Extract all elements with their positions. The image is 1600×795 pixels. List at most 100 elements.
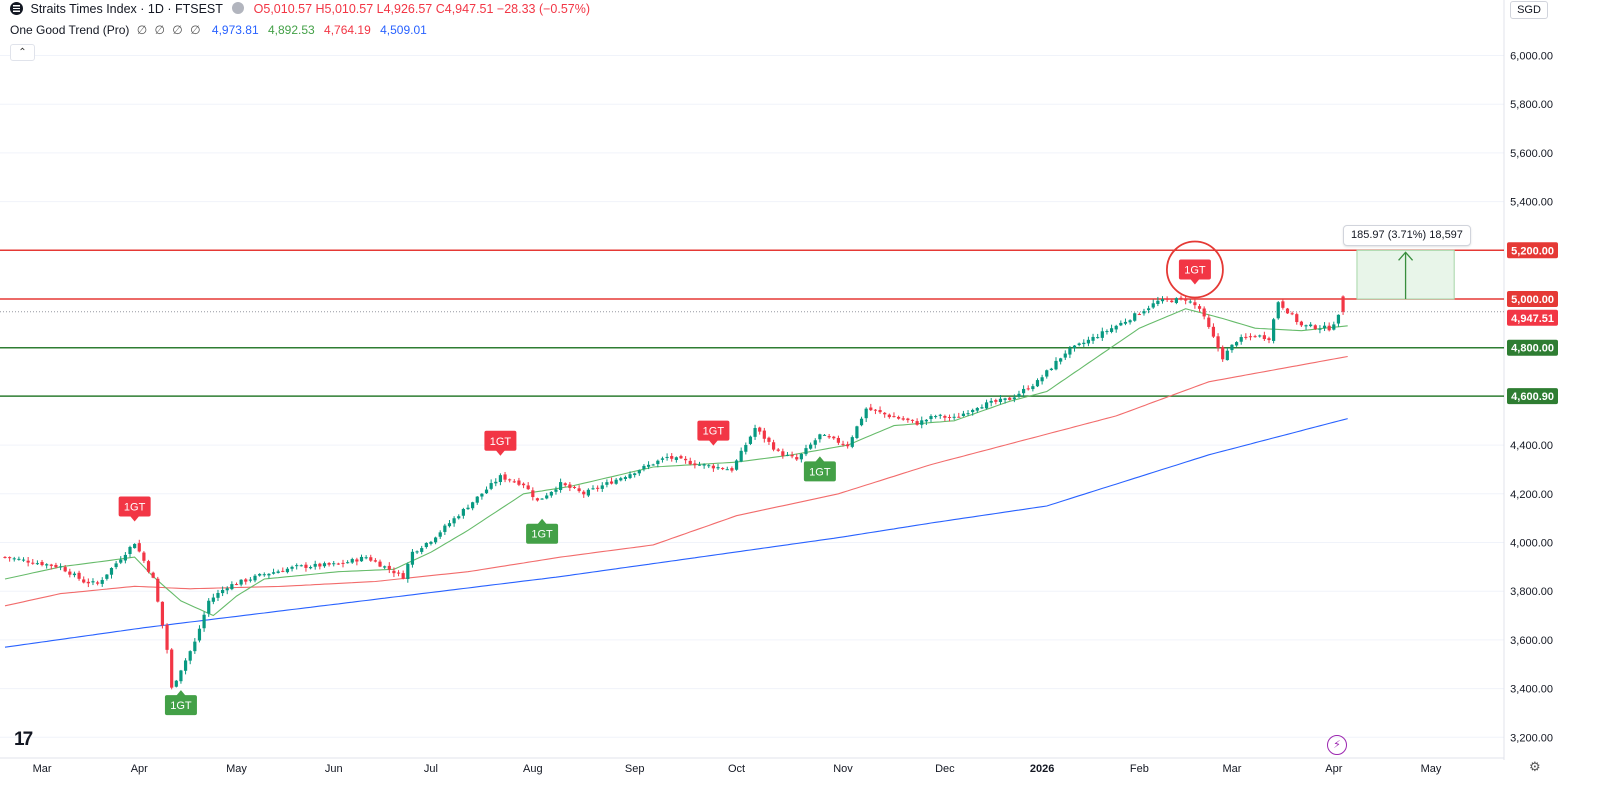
arrow-head-icon	[1398, 251, 1414, 261]
indicator-name[interactable]: One Good Trend (Pro)	[10, 23, 130, 37]
signal-pointer-icon	[1189, 278, 1200, 285]
candle	[202, 614, 206, 629]
signal-box	[484, 430, 517, 451]
ma-slow-line	[4, 418, 1348, 648]
level-price-label: 5,200.00	[1511, 245, 1554, 257]
candle	[1216, 336, 1220, 348]
candle	[322, 563, 327, 567]
price-tick-label: 5,600.00	[1510, 148, 1553, 160]
currency-selector[interactable]: SGD	[1510, 1, 1548, 19]
candle	[846, 444, 850, 447]
time-tick-label: Nov	[833, 763, 853, 775]
candle	[744, 444, 748, 452]
candle	[1114, 325, 1118, 330]
candle	[1309, 324, 1313, 327]
candle	[179, 670, 183, 682]
candles	[3, 295, 1345, 690]
candle	[498, 475, 503, 483]
candle	[730, 468, 734, 471]
candle	[406, 563, 410, 580]
candle	[429, 541, 433, 544]
candle	[859, 418, 864, 426]
candle	[753, 428, 757, 437]
candle	[600, 485, 604, 489]
indicator-value-3: 4,764.19	[324, 23, 371, 37]
candle	[1128, 320, 1132, 323]
price-tick-label: 5,400.00	[1510, 197, 1553, 209]
candle	[767, 437, 771, 442]
candle	[336, 563, 340, 565]
candle	[8, 557, 12, 559]
price-tick-label: 3,800.00	[1510, 586, 1553, 598]
candle	[271, 572, 276, 574]
level-price-tag	[1507, 388, 1558, 405]
candle	[998, 398, 1003, 402]
symbol-icon[interactable]	[10, 2, 23, 15]
candle	[642, 465, 646, 470]
candle	[1221, 347, 1225, 360]
time-tick-label: Sep	[625, 763, 645, 775]
candle	[924, 419, 928, 422]
candle	[559, 482, 563, 491]
tradingview-logo-icon[interactable]: 17	[14, 729, 33, 750]
candle	[1179, 297, 1183, 299]
candle	[739, 450, 743, 462]
candle	[521, 483, 526, 486]
signal-label: 1GT	[703, 426, 725, 438]
candle	[971, 409, 975, 413]
candle	[68, 571, 72, 575]
candle	[396, 572, 401, 574]
candle	[943, 415, 947, 418]
candle	[281, 570, 285, 572]
candle	[938, 414, 942, 416]
candle	[82, 579, 86, 583]
chart-title[interactable]: Straits Times Index · 1D · FTSEST	[30, 2, 223, 16]
candle	[373, 560, 377, 562]
indicator-legend[interactable]: One Good Trend (Pro) ∅ ∅ ∅ ∅ 4,973.81 4,…	[10, 23, 427, 37]
candle	[1109, 328, 1114, 332]
candle	[975, 408, 979, 411]
candle	[1230, 344, 1234, 351]
candle	[183, 660, 188, 671]
price-tick-label: 4,400.00	[1510, 440, 1553, 452]
candle	[193, 641, 197, 652]
candle	[457, 516, 461, 519]
candle	[952, 416, 956, 418]
candle	[480, 493, 484, 497]
candle	[109, 567, 114, 575]
candle	[1299, 321, 1303, 326]
signal-pointer-icon	[814, 456, 825, 463]
indicator-params: ∅ ∅ ∅ ∅	[136, 23, 203, 37]
candle	[1147, 308, 1151, 311]
market-status-icon[interactable]	[232, 2, 245, 14]
candle	[609, 481, 614, 484]
measure-box	[1356, 249, 1455, 300]
candle	[1063, 353, 1067, 358]
lightning-icon[interactable]: ⚡	[1327, 735, 1347, 755]
candle	[711, 465, 715, 469]
candle	[906, 418, 910, 421]
candle	[540, 498, 544, 500]
candle	[410, 551, 415, 565]
candle	[804, 448, 808, 455]
collapse-legend-button[interactable]: ⌃	[10, 44, 35, 61]
candle	[1341, 296, 1345, 312]
signal-label: 1GT	[1184, 264, 1206, 276]
level-price-label: 4,600.90	[1511, 391, 1554, 403]
candle	[466, 507, 470, 510]
signal-pointer-icon	[175, 690, 186, 697]
candle	[1332, 324, 1336, 330]
sell-signal: 1GT	[697, 420, 730, 446]
candle	[401, 573, 405, 579]
candle	[1012, 397, 1016, 400]
candle	[475, 496, 479, 503]
candle	[836, 437, 840, 443]
gear-icon[interactable]: ⚙	[1529, 759, 1541, 774]
candle	[545, 495, 549, 499]
candle	[91, 581, 95, 583]
candle	[1059, 358, 1063, 362]
candle	[1035, 380, 1040, 387]
candle	[864, 408, 868, 419]
